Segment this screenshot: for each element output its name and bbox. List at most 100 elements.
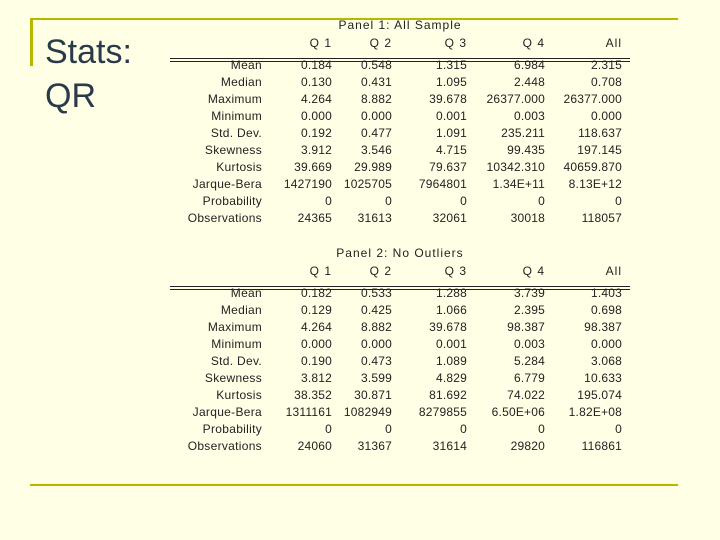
table-cell: 0.698 [590, 303, 622, 317]
table-cell: 197.145 [577, 143, 622, 157]
header-rule [170, 58, 630, 59]
table-cell: 4.264 [300, 92, 332, 106]
row-label: Kurtosis [216, 388, 262, 402]
table-cell: 0.001 [435, 109, 467, 123]
table-cell: 0.129 [300, 303, 332, 317]
table-cell: 0.184 [300, 58, 332, 72]
table-cell: 29820 [510, 439, 545, 453]
table-cell: 0.130 [300, 75, 332, 89]
table-cell: 7964801 [418, 177, 467, 191]
row-label: Jarque-Bera [192, 405, 262, 419]
bottom-rule [30, 484, 678, 486]
table-cell: 0.000 [360, 109, 392, 123]
table-cell: 0.000 [360, 337, 392, 351]
table-cell: 3.812 [300, 371, 332, 385]
title-accent-bar [30, 18, 33, 66]
table-cell: 0.190 [300, 354, 332, 368]
table-row: Skewness 3.912 3.546 4.715 99.435 197.145 [170, 143, 630, 160]
table-cell: 38.352 [294, 388, 332, 402]
table-cell: 5.284 [513, 354, 545, 368]
column-header: All [605, 264, 622, 278]
table-cell: 3.546 [360, 143, 392, 157]
table-cell: 2.315 [590, 58, 622, 72]
row-label: Minimum [211, 109, 262, 123]
table-cell: 31613 [357, 211, 392, 225]
table-cell: 0.182 [300, 286, 332, 300]
table-cell: 0.000 [300, 337, 332, 351]
slide-title-line-1: Stats: [45, 33, 132, 71]
table-row: Median 0.130 0.431 1.095 2.448 0.708 [170, 75, 630, 92]
table-cell: 39.669 [294, 160, 332, 174]
table-cell: 1.066 [435, 303, 467, 317]
table-cell: 8.882 [360, 320, 392, 334]
table-row: Observations 24060 31367 31614 29820 116861 [170, 439, 630, 456]
table-cell: 8279855 [418, 405, 467, 419]
header-rule [170, 289, 630, 290]
table-cell: 0 [460, 422, 467, 436]
table-cell: 1.82E+08 [568, 405, 622, 419]
row-label: Maximum [207, 92, 262, 106]
table-cell: 32061 [432, 211, 467, 225]
table-cell: 31614 [432, 439, 467, 453]
table-cell: 39.678 [429, 320, 467, 334]
table-cell: 8.13E+12 [568, 177, 622, 191]
row-label: Mean [230, 286, 262, 300]
table-cell: 0.003 [513, 337, 545, 351]
table-cell: 1.089 [435, 354, 467, 368]
table-cell: 3.739 [513, 286, 545, 300]
row-label: Std. Dev. [210, 354, 262, 368]
table-cell: 2.395 [513, 303, 545, 317]
table-cell: 118057 [581, 211, 622, 225]
row-label: Skewness [204, 143, 262, 157]
table-cell: 0 [460, 194, 467, 208]
table-cell: 0.548 [360, 58, 392, 72]
table-cell: 4.715 [435, 143, 467, 157]
row-label: Observations [187, 439, 262, 453]
table-row: Probability 0 0 0 0 0 [170, 422, 630, 439]
table-cell: 1.403 [590, 286, 622, 300]
row-label: Minimum [211, 337, 262, 351]
table-cell: 0 [325, 194, 332, 208]
row-label: Probability [202, 194, 262, 208]
table-row: Mean 0.184 0.548 1.315 6.984 2.315 [170, 58, 630, 75]
table-row: Std. Dev. 0.192 0.477 1.091 235.211 118.637 [170, 126, 630, 143]
table-cell: 24060 [297, 439, 332, 453]
table-row: Skewness 3.812 3.599 4.829 6.779 10.633 [170, 371, 630, 388]
table-cell: 26377.000 [486, 92, 545, 106]
table-cell: 3.912 [300, 143, 332, 157]
row-label: Jarque-Bera [192, 177, 262, 191]
table-cell: 30.871 [354, 388, 392, 402]
table-cell: 195.074 [577, 388, 622, 402]
table-cell: 2.448 [513, 75, 545, 89]
table-row: Jarque-Bera 1427190 1025705 7964801 1.34E+11… [170, 177, 630, 194]
top-rule [30, 18, 678, 20]
table-row: Observations 24365 31613 32061 30018 118057 [170, 211, 630, 228]
table-cell: 6.984 [513, 58, 545, 72]
table-cell: 0.001 [435, 337, 467, 351]
row-label: Maximum [207, 320, 262, 334]
table-cell: 3.599 [360, 371, 392, 385]
table-cell: 0.192 [300, 126, 332, 140]
table-row: Kurtosis 39.669 29.989 79.637 10342.310 40659… [170, 160, 630, 177]
column-header: Q 4 [522, 36, 545, 50]
table-cell: 4.264 [300, 320, 332, 334]
table-cell: 39.678 [429, 92, 467, 106]
column-header: Q 1 [309, 36, 332, 50]
table-cell: 0 [385, 194, 392, 208]
table-cell: 98.387 [584, 320, 622, 334]
table-cell: 30018 [510, 211, 545, 225]
table-cell: 0.000 [590, 109, 622, 123]
table-cell: 0.000 [300, 109, 332, 123]
table-cell: 0.533 [360, 286, 392, 300]
column-header: Q 3 [444, 36, 467, 50]
table-cell: 74.022 [507, 388, 545, 402]
table-cell: 0.425 [360, 303, 392, 317]
table-cell: 1.315 [435, 58, 467, 72]
table-cell: 0.000 [590, 337, 622, 351]
table-cell: 0 [615, 194, 622, 208]
column-header: Q 2 [369, 264, 392, 278]
table-cell: 98.387 [507, 320, 545, 334]
column-header: Q 2 [369, 36, 392, 50]
header-rule [170, 61, 630, 62]
table-cell: 0.431 [360, 75, 392, 89]
